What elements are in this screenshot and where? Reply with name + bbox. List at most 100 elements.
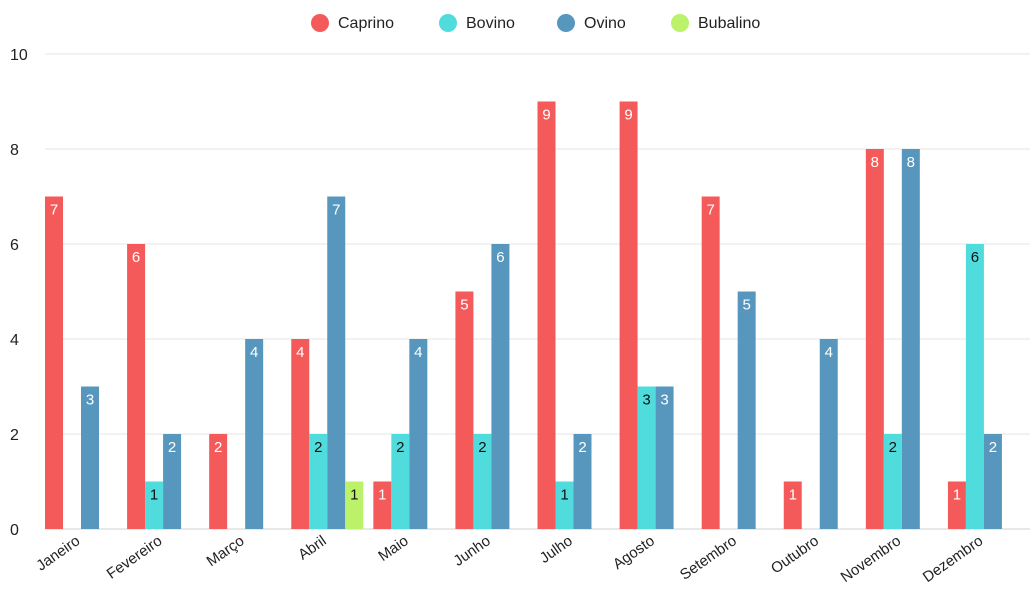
x-tick-label: Julho bbox=[537, 532, 576, 566]
legend-label: Ovino bbox=[584, 15, 626, 32]
bar-value-label: 6 bbox=[132, 249, 140, 266]
bar-ovino-novembro[interactable] bbox=[901, 149, 920, 529]
bar-caprino-agosto[interactable] bbox=[619, 101, 638, 530]
bar-value-label: 2 bbox=[889, 439, 897, 456]
bar-ovino-maio[interactable] bbox=[409, 339, 428, 529]
legend-swatch bbox=[439, 14, 457, 32]
bar-bubalino-abril[interactable] bbox=[345, 481, 364, 530]
bar-bovino-agosto[interactable] bbox=[637, 386, 656, 530]
x-tick-label: Agosto bbox=[610, 532, 658, 573]
y-axis: 0 2 4 6 8 10 bbox=[10, 47, 28, 539]
legend-label: Bovino bbox=[466, 15, 515, 32]
bar-value-label: 5 bbox=[742, 297, 750, 314]
legend-swatch bbox=[557, 14, 575, 32]
bar-ovino-agosto[interactable] bbox=[655, 386, 674, 530]
bar-value-label: 1 bbox=[789, 487, 797, 504]
bar-bovino-fevereiro[interactable] bbox=[145, 481, 164, 530]
bar-ovino-outubro[interactable] bbox=[819, 339, 838, 529]
bar-caprino-fevereiro[interactable] bbox=[127, 244, 146, 529]
bar-ovino-junho[interactable] bbox=[491, 244, 510, 529]
bar-value-label: 2 bbox=[478, 439, 486, 456]
bar-value-label: 7 bbox=[706, 202, 714, 219]
bar-ovino-janeiro[interactable] bbox=[81, 386, 99, 530]
legend-item-caprino[interactable]: Caprino bbox=[311, 14, 394, 32]
bar-value-label: 2 bbox=[214, 439, 222, 456]
bar-value-label: 3 bbox=[660, 392, 668, 409]
bars bbox=[45, 101, 1002, 530]
bar-value-label: 4 bbox=[296, 344, 304, 361]
bar-value-label: 7 bbox=[332, 202, 340, 219]
x-tick-label: Setembro bbox=[677, 532, 740, 583]
bar-ovino-julho[interactable] bbox=[573, 434, 592, 529]
legend-item-ovino[interactable]: Ovino bbox=[557, 14, 626, 32]
legend-item-bubalino[interactable]: Bubalino bbox=[671, 14, 760, 32]
bar-bovino-abril[interactable] bbox=[309, 434, 328, 529]
bar-value-label: 5 bbox=[460, 297, 468, 314]
bar-caprino-abril[interactable] bbox=[291, 339, 310, 529]
x-tick-label: Dezembro bbox=[920, 532, 986, 586]
bar-bovino-maio[interactable] bbox=[391, 434, 410, 529]
x-tick-label: Junho bbox=[450, 532, 493, 569]
bar-caprino-maio[interactable] bbox=[373, 481, 392, 530]
bar-ovino-dezembro[interactable] bbox=[983, 434, 1002, 529]
bar-ovino-setembro[interactable] bbox=[737, 291, 756, 530]
bar-caprino-outubro[interactable] bbox=[783, 481, 802, 530]
bar-caprino-março[interactable] bbox=[209, 434, 228, 529]
bar-ovino-fevereiro[interactable] bbox=[163, 434, 182, 529]
x-tick-label: Fevereiro bbox=[104, 532, 166, 582]
bar-value-label: 9 bbox=[624, 107, 632, 124]
y-tick-label: 4 bbox=[10, 332, 19, 349]
y-tick-label: 10 bbox=[10, 47, 28, 64]
bar-caprino-novembro[interactable] bbox=[865, 149, 884, 529]
bar-value-label: 6 bbox=[971, 249, 979, 266]
bar-value-label: 2 bbox=[168, 439, 176, 456]
bar-value-label: 2 bbox=[578, 439, 586, 456]
bar-value-label: 1 bbox=[953, 487, 961, 504]
bar-value-label: 4 bbox=[825, 344, 833, 361]
bar-value-label: 9 bbox=[542, 107, 550, 124]
bar-bovino-junho[interactable] bbox=[473, 434, 492, 529]
legend-swatch bbox=[311, 14, 329, 32]
y-tick-label: 0 bbox=[10, 522, 19, 539]
bar-value-label: 1 bbox=[378, 487, 386, 504]
x-tick-label: Abril bbox=[295, 532, 329, 563]
bar-caprino-janeiro[interactable] bbox=[45, 196, 63, 530]
bar-ovino-abril[interactable] bbox=[327, 196, 346, 530]
bar-caprino-junho[interactable] bbox=[455, 291, 474, 530]
x-tick-label: Março bbox=[204, 532, 248, 570]
bar-value-label: 3 bbox=[642, 392, 650, 409]
x-tick-label: Janeiro bbox=[33, 532, 83, 574]
bar-value-label: 2 bbox=[396, 439, 404, 456]
legend-label: Bubalino bbox=[698, 15, 760, 32]
bar-value-label: 4 bbox=[414, 344, 422, 361]
bar-value-label: 3 bbox=[86, 392, 94, 409]
bar-value-label: 1 bbox=[560, 487, 568, 504]
x-tick-label: Novembro bbox=[838, 532, 904, 586]
x-tick-label: Maio bbox=[375, 532, 411, 565]
y-tick-label: 6 bbox=[10, 237, 19, 254]
legend-swatch bbox=[671, 14, 689, 32]
x-axis: Janeiro Fevereiro Março Abril Maio Junho Julho… bbox=[33, 532, 986, 586]
legend-label: Caprino bbox=[338, 15, 394, 32]
y-tick-label: 8 bbox=[10, 142, 19, 159]
bar-caprino-dezembro[interactable] bbox=[947, 481, 966, 530]
bar-value-label: 1 bbox=[350, 487, 358, 504]
y-tick-label: 2 bbox=[10, 427, 19, 444]
bar-value-label: 6 bbox=[496, 249, 504, 266]
legend[interactable]: Caprino Bovino Ovino Bubalino bbox=[311, 14, 760, 32]
bar-caprino-setembro[interactable] bbox=[701, 196, 720, 530]
bar-caprino-julho[interactable] bbox=[537, 101, 556, 530]
bar-ovino-março[interactable] bbox=[245, 339, 264, 529]
bar-value-label: 8 bbox=[871, 154, 879, 171]
bar-bovino-julho[interactable] bbox=[555, 481, 574, 530]
bar-value-label: 1 bbox=[150, 487, 158, 504]
bar-bovino-dezembro[interactable] bbox=[965, 244, 984, 529]
bar-value-label: 8 bbox=[907, 154, 915, 171]
bar-value-label: 2 bbox=[314, 439, 322, 456]
bar-bovino-novembro[interactable] bbox=[883, 434, 902, 529]
bar-value-label: 7 bbox=[50, 202, 58, 219]
bar-value-label: 4 bbox=[250, 344, 258, 361]
legend-item-bovino[interactable]: Bovino bbox=[439, 14, 515, 32]
